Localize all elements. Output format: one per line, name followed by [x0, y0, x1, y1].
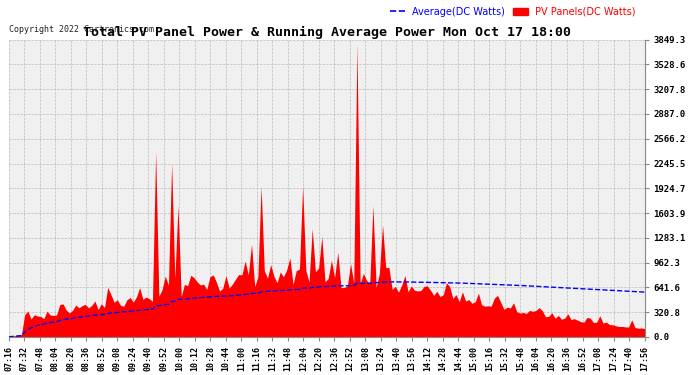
Legend: Average(DC Watts), PV Panels(DC Watts): Average(DC Watts), PV Panels(DC Watts) [386, 3, 640, 21]
Text: Copyright 2022 Cartronics.com: Copyright 2022 Cartronics.com [9, 25, 154, 34]
Title: Total PV Panel Power & Running Average Power Mon Oct 17 18:00: Total PV Panel Power & Running Average P… [83, 26, 571, 39]
